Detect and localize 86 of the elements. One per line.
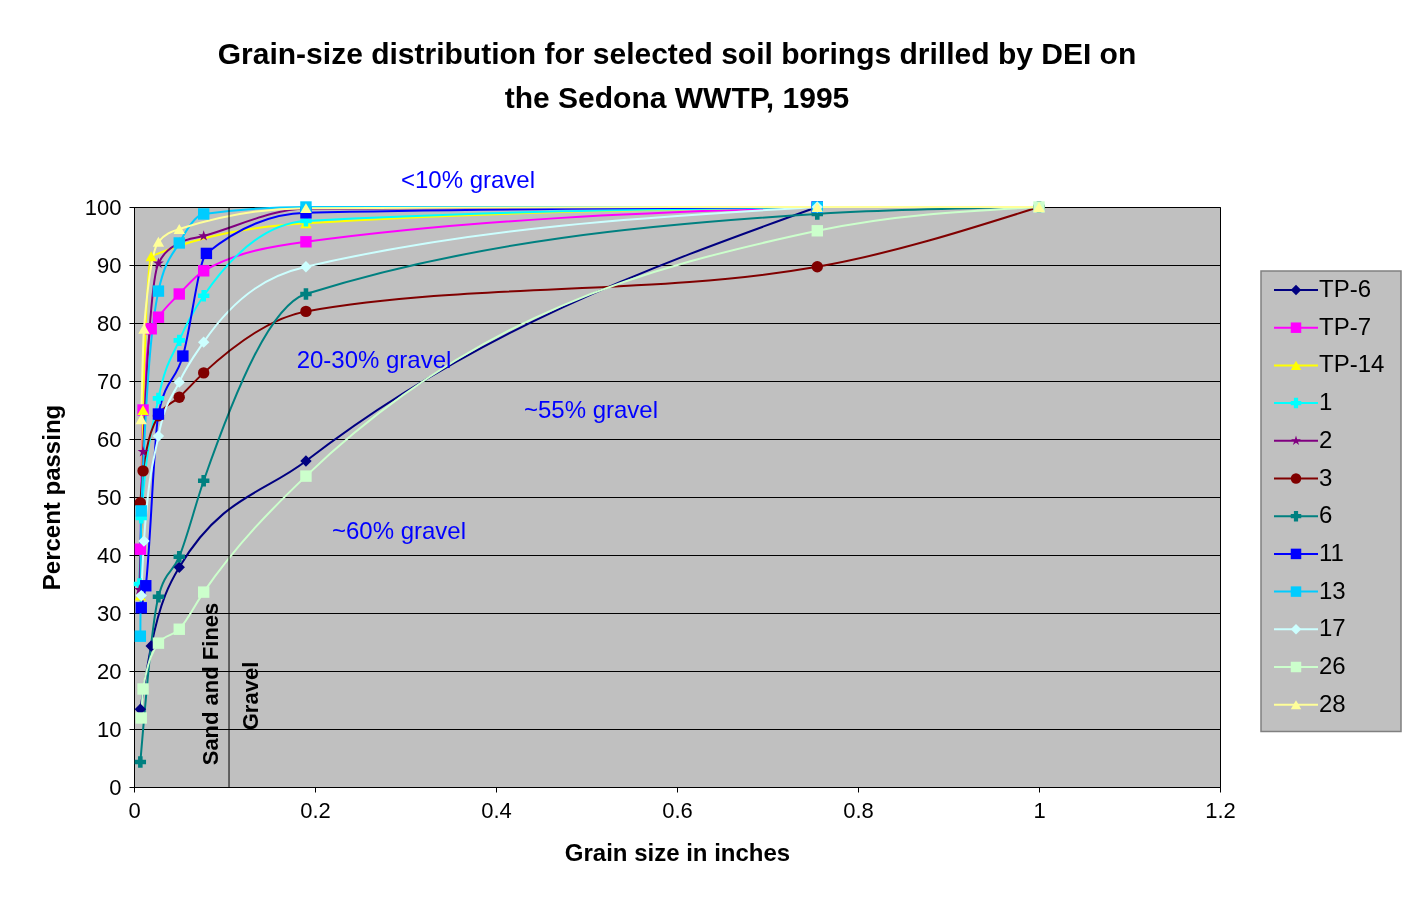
- point: [152, 392, 165, 405]
- point: [197, 265, 210, 277]
- point: [173, 551, 185, 563]
- point: [173, 224, 185, 234]
- point: [137, 446, 149, 457]
- point: [152, 285, 165, 297]
- x-tick-label: 0.8: [843, 797, 874, 823]
- point: [811, 225, 823, 237]
- y-tick-label: 0: [109, 774, 122, 800]
- point: [134, 630, 147, 642]
- point: [152, 637, 165, 649]
- point: [200, 247, 213, 260]
- point: [173, 561, 185, 573]
- y-tick-label: 60: [97, 426, 122, 452]
- point: [145, 251, 157, 262]
- point: [135, 414, 147, 425]
- point: [135, 505, 147, 517]
- point: [135, 602, 147, 614]
- legend-label: 26: [1319, 652, 1346, 679]
- point: [300, 236, 312, 248]
- legend-label: 13: [1319, 576, 1346, 604]
- point: [138, 535, 150, 547]
- point: [811, 261, 823, 273]
- annotation: ~60% gravel: [331, 517, 467, 544]
- annotation: 20-30% gravel: [296, 346, 452, 373]
- point: [134, 543, 147, 555]
- point: [134, 756, 147, 768]
- point: [152, 591, 165, 603]
- legend-label: TP-14: [1319, 350, 1385, 378]
- point: [300, 455, 312, 467]
- point: [138, 323, 150, 334]
- legend-label: 17: [1319, 614, 1346, 642]
- chart-title: Grain-size distribution for selected soil borings drilled by DEI on the Sedona WWTP, 1995: [217, 37, 1137, 114]
- point: [152, 236, 165, 247]
- y-axis-title: Percent passing: [37, 404, 65, 591]
- annotation: Gravel: [238, 661, 263, 731]
- point: [135, 712, 147, 724]
- x-tick-label: 0.2: [300, 797, 331, 823]
- x-tick-label: 0: [128, 797, 141, 823]
- y-tick-label: 40: [97, 542, 122, 568]
- x-tick-label: 1.2: [1205, 797, 1236, 823]
- x-tick-label: 0.6: [662, 797, 693, 823]
- x-axis-title: Grain size in inches: [564, 838, 791, 866]
- legend-label: 6: [1319, 501, 1333, 529]
- point: [152, 430, 165, 442]
- point: [173, 334, 185, 347]
- y-tick-label: 30: [97, 600, 122, 626]
- point: [177, 350, 189, 362]
- legend-label: 2: [1319, 425, 1333, 453]
- point: [173, 288, 185, 300]
- x-tick-label: 1: [1033, 797, 1046, 823]
- point: [300, 470, 312, 482]
- y-tick-label: 10: [97, 716, 122, 742]
- legend-label: 11: [1319, 538, 1344, 566]
- y-tick-label: 20: [97, 658, 122, 684]
- point: [300, 261, 312, 273]
- point: [300, 305, 312, 318]
- y-tick-label: 70: [97, 368, 122, 394]
- y-tick-label: 80: [97, 310, 122, 336]
- point: [173, 391, 185, 403]
- point: [197, 586, 210, 598]
- point: [173, 623, 185, 635]
- x-tick-label: 0.4: [481, 797, 512, 823]
- point: [153, 257, 164, 268]
- point: [197, 336, 210, 348]
- legend-label: 3: [1319, 463, 1333, 491]
- point: [140, 580, 152, 592]
- point: [137, 683, 149, 695]
- annotation: Sand and Fines: [198, 602, 223, 766]
- text: <10% gravel: [400, 166, 536, 193]
- point: [197, 475, 210, 487]
- point: [300, 288, 312, 300]
- point: [137, 465, 149, 477]
- point: [152, 311, 165, 323]
- point: [197, 367, 210, 379]
- legend-label: TP-7: [1319, 312, 1372, 340]
- legend-label: 1: [1319, 388, 1333, 416]
- annotation: ~55% gravel: [523, 396, 659, 423]
- point: [173, 376, 185, 388]
- y-tick-label: 90: [97, 252, 122, 278]
- legend-label: 28: [1319, 689, 1346, 717]
- y-tick-label: 50: [97, 484, 122, 510]
- point: [197, 208, 210, 220]
- legend-label: TP-6: [1319, 275, 1372, 302]
- y-tick-label: 100: [84, 194, 122, 220]
- point: [197, 290, 210, 302]
